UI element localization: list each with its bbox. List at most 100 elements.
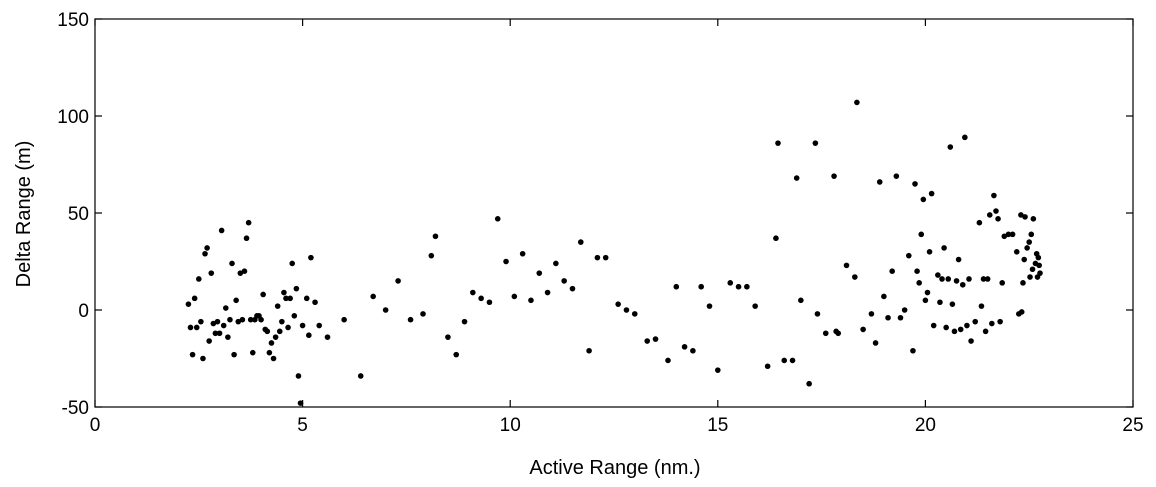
data-point bbox=[727, 280, 734, 286]
data-point bbox=[544, 289, 551, 296]
data-point bbox=[594, 254, 601, 261]
data-point bbox=[976, 219, 983, 226]
data-point bbox=[216, 330, 223, 337]
data-point bbox=[268, 340, 275, 346]
data-point bbox=[264, 328, 271, 335]
data-point bbox=[272, 334, 279, 340]
data-point bbox=[951, 328, 958, 335]
data-point bbox=[198, 318, 204, 325]
data-point bbox=[665, 357, 671, 364]
data-point bbox=[752, 303, 758, 309]
data-point bbox=[239, 316, 246, 323]
data-point bbox=[986, 212, 993, 218]
data-point bbox=[276, 328, 283, 335]
x-tick-label: 25 bbox=[1122, 415, 1143, 436]
x-tick-label: 0 bbox=[90, 415, 101, 436]
data-point bbox=[943, 324, 949, 331]
data-point bbox=[231, 351, 237, 358]
data-point bbox=[872, 340, 879, 346]
data-point bbox=[357, 373, 364, 379]
data-point bbox=[193, 324, 200, 331]
data-point bbox=[1020, 280, 1026, 286]
data-points bbox=[185, 99, 1043, 406]
data-point bbox=[1018, 309, 1025, 315]
data-point bbox=[287, 295, 293, 302]
data-point bbox=[210, 320, 217, 327]
data-point bbox=[854, 99, 860, 106]
data-point bbox=[744, 283, 750, 290]
data-point bbox=[893, 173, 900, 179]
data-point bbox=[208, 270, 215, 276]
data-point bbox=[930, 322, 937, 329]
data-point bbox=[995, 216, 1001, 222]
data-point bbox=[910, 347, 916, 354]
data-point bbox=[316, 322, 323, 329]
data-point bbox=[279, 318, 285, 325]
data-point bbox=[528, 297, 534, 304]
data-point bbox=[690, 347, 696, 354]
data-point bbox=[764, 363, 771, 370]
data-point bbox=[939, 276, 945, 282]
data-point bbox=[991, 192, 997, 199]
data-point bbox=[812, 140, 819, 146]
data-point bbox=[876, 179, 883, 185]
data-point bbox=[631, 311, 638, 317]
data-point bbox=[214, 318, 221, 325]
data-point bbox=[222, 305, 229, 311]
data-point bbox=[200, 355, 206, 362]
data-point bbox=[947, 144, 954, 150]
data-point bbox=[461, 318, 468, 325]
data-point bbox=[274, 303, 281, 309]
data-point bbox=[189, 351, 196, 358]
x-axis-label: Active Range (nm.) bbox=[529, 457, 700, 479]
data-point bbox=[623, 307, 630, 313]
data-point bbox=[955, 256, 962, 263]
y-tick-label: 0 bbox=[78, 301, 89, 322]
data-point bbox=[285, 324, 291, 331]
data-point bbox=[247, 316, 254, 323]
data-point bbox=[370, 293, 376, 300]
data-point bbox=[999, 280, 1006, 286]
data-point bbox=[924, 289, 931, 296]
data-point bbox=[793, 175, 800, 181]
data-point bbox=[1024, 245, 1030, 251]
data-point bbox=[868, 311, 875, 317]
data-point bbox=[235, 318, 242, 325]
data-point bbox=[901, 307, 908, 313]
data-point bbox=[905, 252, 912, 259]
data-point bbox=[1001, 233, 1008, 240]
data-point bbox=[914, 268, 920, 275]
data-point bbox=[561, 278, 567, 284]
data-point bbox=[852, 274, 858, 280]
data-point bbox=[949, 301, 956, 307]
data-point bbox=[249, 349, 256, 356]
data-point bbox=[291, 313, 298, 319]
data-point bbox=[245, 219, 252, 226]
data-point bbox=[1030, 216, 1037, 222]
data-point bbox=[196, 276, 202, 282]
data-point bbox=[185, 301, 192, 307]
data-point bbox=[308, 254, 314, 261]
data-point bbox=[519, 250, 526, 257]
data-point bbox=[773, 235, 779, 242]
data-point bbox=[289, 260, 296, 267]
data-point bbox=[984, 276, 991, 282]
data-point bbox=[303, 295, 310, 302]
data-point bbox=[453, 351, 460, 358]
data-point bbox=[569, 285, 576, 292]
data-point bbox=[212, 330, 219, 337]
data-point bbox=[1018, 212, 1024, 218]
data-point bbox=[926, 249, 933, 255]
data-point bbox=[945, 276, 952, 282]
data-point bbox=[918, 231, 925, 238]
data-point bbox=[922, 297, 929, 304]
data-point bbox=[202, 250, 208, 257]
y-tick-label: -50 bbox=[62, 398, 89, 419]
y-axis-label: Delta Range (m) bbox=[13, 141, 35, 288]
data-point bbox=[781, 357, 788, 364]
data-point bbox=[814, 311, 821, 317]
data-point bbox=[382, 307, 389, 313]
y-tick-label: 100 bbox=[57, 107, 89, 128]
data-point bbox=[959, 281, 966, 288]
